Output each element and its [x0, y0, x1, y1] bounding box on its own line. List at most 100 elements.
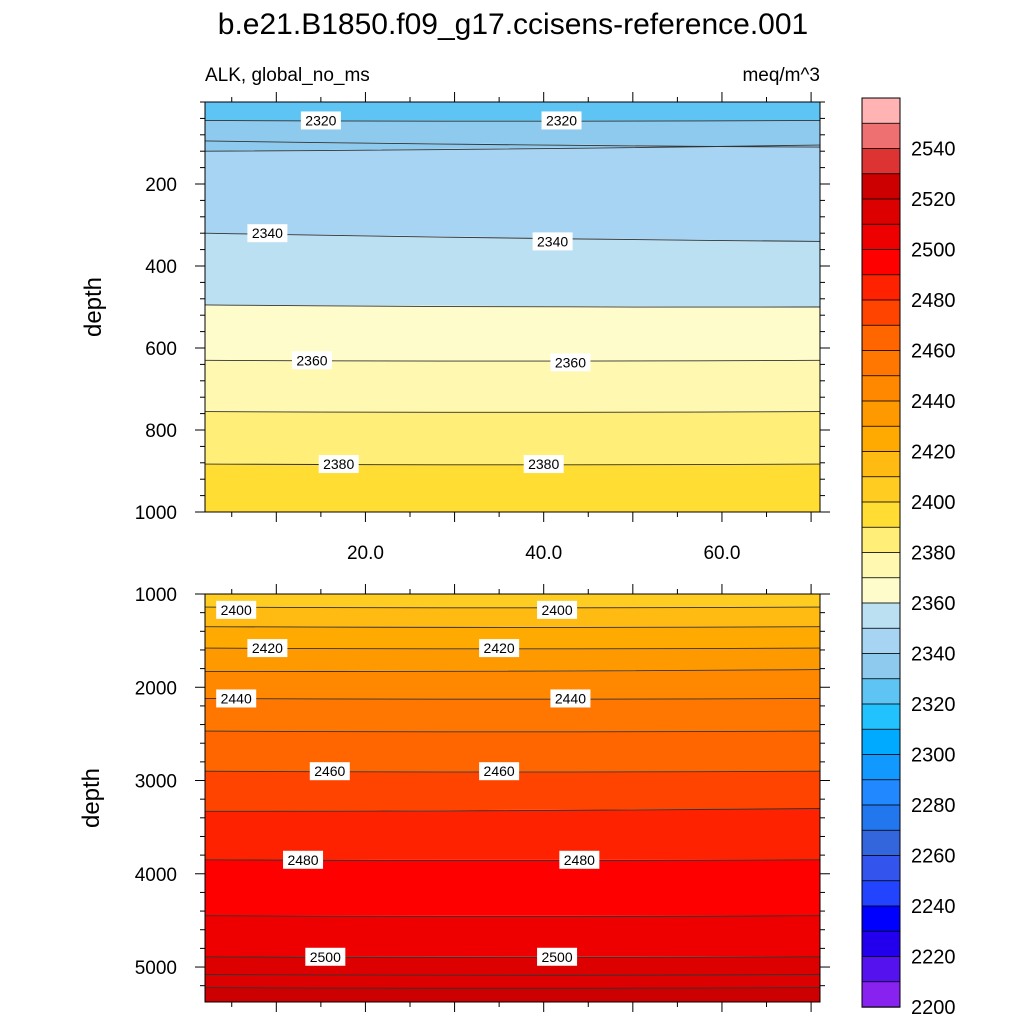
y-tick-label: 600 [145, 339, 177, 360]
contour-band [205, 808, 820, 860]
upper-depth-panel: 2320 2320 2340 2340 2360 2360 2380 2380 200 400 60… [80, 92, 830, 564]
colorbar-swatch [861, 425, 901, 453]
contour-line [204, 411, 821, 413]
contour-band [205, 974, 820, 988]
colorbar-swatch [861, 627, 901, 655]
contour-label-bg [550, 353, 591, 372]
contour-band [205, 669, 820, 699]
colorbar-swatch [861, 653, 901, 680]
colorbar-label: 2440 [911, 391, 956, 413]
contour-line [204, 606, 821, 609]
colorbar-label: 2300 [911, 745, 956, 767]
colorbar-swatch [861, 375, 901, 402]
colorbar-label: 2240 [911, 896, 956, 918]
colorbar-swatch [861, 552, 901, 579]
colorbar-swatch [861, 148, 901, 175]
colorbar-label: 2380 [911, 543, 956, 565]
contour-band [205, 145, 820, 242]
units-label: meq/m^3 [742, 65, 820, 86]
colorbar-swatch [861, 476, 901, 503]
colorbar-swatch [861, 829, 901, 857]
colorbar-label: 2320 [911, 694, 956, 716]
contour-label: 2380 [528, 456, 559, 472]
contour-band [205, 304, 820, 361]
colorbar-swatch [861, 249, 901, 276]
y-tick-label: 4000 [135, 865, 177, 886]
y-tick-label: 3000 [135, 772, 177, 793]
contour-line [204, 359, 821, 362]
colorbar-swatch [861, 855, 901, 882]
contour-line [204, 808, 821, 812]
contour-line [204, 730, 821, 733]
colorbar-swatch [861, 678, 901, 705]
contour-label: 2340 [537, 233, 568, 249]
y-tick-label: 2000 [135, 678, 177, 699]
contour-label-bg [216, 689, 257, 708]
colorbar-swatch [861, 400, 901, 427]
contour-label: 2440 [555, 690, 586, 706]
contour-band [205, 956, 820, 975]
y-tick-label: 200 [145, 175, 177, 196]
colorbar-swatch [861, 754, 901, 781]
colorbar-label: 2540 [911, 139, 956, 161]
contour-label-bg [479, 762, 520, 781]
colorbar-swatch [861, 880, 901, 907]
colorbar-swatch [861, 299, 901, 326]
colorbar-swatch [861, 577, 901, 604]
colorbar-swatch [861, 905, 901, 932]
contour-label-bg [291, 351, 332, 370]
colorbar-label: 2340 [911, 644, 956, 666]
contour-line [204, 987, 821, 989]
colorbar-swatch [861, 501, 901, 528]
colorbar-label: 2200 [911, 997, 956, 1019]
contour-label-bg [309, 762, 350, 781]
contour-label: 2400 [541, 602, 572, 618]
contour-label-bg [523, 455, 564, 474]
contour-band [205, 771, 820, 812]
contour-line [204, 144, 821, 152]
contour-band [205, 987, 820, 1002]
contour-band [205, 648, 820, 672]
colorbar-swatch [861, 324, 901, 352]
contour-band [205, 120, 820, 148]
colorbar-swatch [861, 602, 901, 629]
colorbar-swatch [861, 223, 901, 251]
contour-label: 2380 [323, 456, 354, 472]
chart-title: b.e21.B1850.f09_g17.ccisens-reference.00… [218, 8, 808, 41]
colorbar-swatch [861, 956, 901, 983]
colorbar-label: 2420 [911, 442, 956, 464]
contour-line [204, 626, 821, 628]
x-tick-label: 20.0 [347, 543, 384, 564]
y-tick-label: 1000 [135, 585, 177, 606]
contour-band [205, 140, 820, 152]
contour-line [204, 120, 821, 122]
contour-band [205, 607, 820, 627]
x-tick-label: 40.0 [525, 543, 562, 564]
contour-label: 2360 [555, 354, 586, 370]
colorbar-swatch [861, 274, 901, 301]
colorbar-frame [861, 97, 901, 1008]
colorbar-label: 2400 [911, 492, 956, 514]
colorbar-swatch [861, 930, 901, 958]
contour-label: 2500 [541, 949, 572, 965]
y-axis-label: depth [80, 277, 107, 337]
contour-label: 2420 [252, 640, 283, 656]
plot-frame [204, 101, 821, 513]
contour-band [205, 411, 820, 465]
colorbar-swatch [861, 804, 901, 831]
contour-label-bg [537, 600, 578, 619]
y-tick-label: 1000 [135, 503, 177, 524]
contour-label-bg [318, 455, 359, 474]
contour-label-bg [550, 689, 591, 708]
contour-label-bg [300, 111, 341, 130]
contour-band [205, 859, 820, 916]
contour-label: 2400 [221, 602, 252, 618]
colorbar-label: 2360 [911, 593, 956, 615]
contour-band [205, 233, 820, 307]
colorbar-swatch [861, 526, 901, 554]
contour-label: 2420 [484, 640, 515, 656]
contour-label-bg [541, 111, 582, 130]
colorbar-swatch [861, 451, 901, 478]
contour-label: 2340 [252, 225, 283, 241]
contour-band [205, 698, 820, 732]
